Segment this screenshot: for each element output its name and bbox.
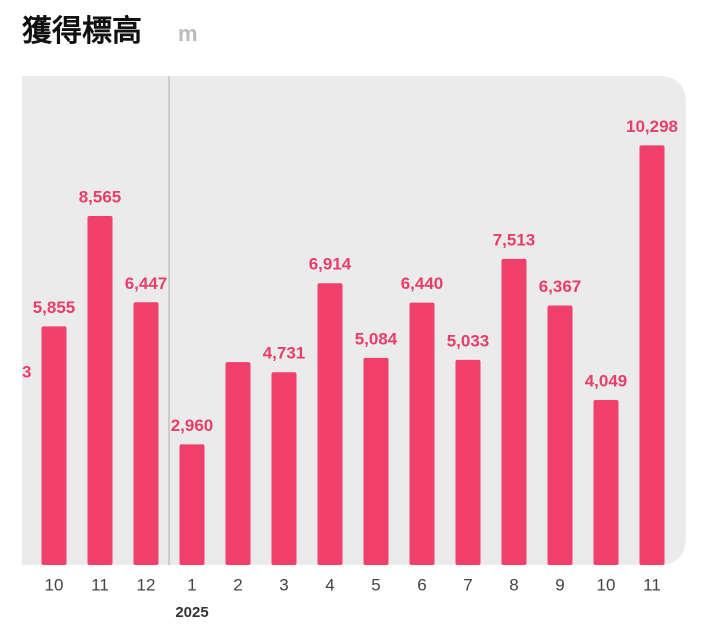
unit-label: m (178, 21, 198, 46)
value-label: 4,049 (585, 371, 628, 390)
value-label: 5,033 (447, 331, 490, 350)
bar (547, 305, 573, 565)
bar (409, 302, 435, 565)
bar (179, 444, 205, 565)
value-label: 6,447 (125, 274, 168, 293)
x-tick-label: 2 (233, 575, 242, 594)
x-tick-label: 10 (45, 575, 64, 594)
value-label: 7,513 (493, 230, 536, 249)
x-tick-label: 8 (509, 575, 518, 594)
x-tick-label: 7 (463, 575, 472, 594)
x-tick-label: 9 (555, 575, 564, 594)
x-tick-label: 11 (91, 575, 109, 594)
x-tick-label: 10 (597, 575, 616, 594)
x-tick-label: 12 (137, 575, 156, 594)
value-label: 4,731 (263, 344, 306, 363)
value-label: 8,565 (79, 187, 122, 206)
chart-title: 獲得標高 (22, 15, 142, 48)
value-label: 6,914 (309, 255, 352, 274)
x-tick-label: 11 (643, 575, 661, 594)
bar (41, 326, 67, 565)
x-tick-label: 1 (187, 575, 196, 594)
bar (225, 362, 251, 565)
value-label: 6,440 (401, 274, 444, 293)
x-tick-label: 4 (325, 575, 334, 594)
bar (455, 359, 481, 565)
bar (271, 372, 297, 565)
bar (363, 357, 389, 565)
year-label: 2025 (175, 604, 208, 621)
x-tick-label: 5 (371, 575, 380, 594)
bar (639, 145, 665, 565)
bar (593, 400, 619, 565)
value-label: 2,960 (171, 416, 214, 435)
x-tick-label: 6 (417, 575, 426, 594)
value-label: 5,084 (355, 329, 398, 348)
x-tick-label: 3 (279, 575, 288, 594)
value-label: 10,298 (626, 117, 678, 136)
bar (501, 258, 527, 565)
plot-area (22, 76, 686, 565)
value-label: 6,367 (539, 277, 582, 296)
value-label: 5,855 (33, 298, 76, 317)
bar (317, 283, 343, 565)
bar (133, 302, 159, 565)
clipped-label: 3 (22, 362, 31, 381)
bar (87, 215, 113, 565)
